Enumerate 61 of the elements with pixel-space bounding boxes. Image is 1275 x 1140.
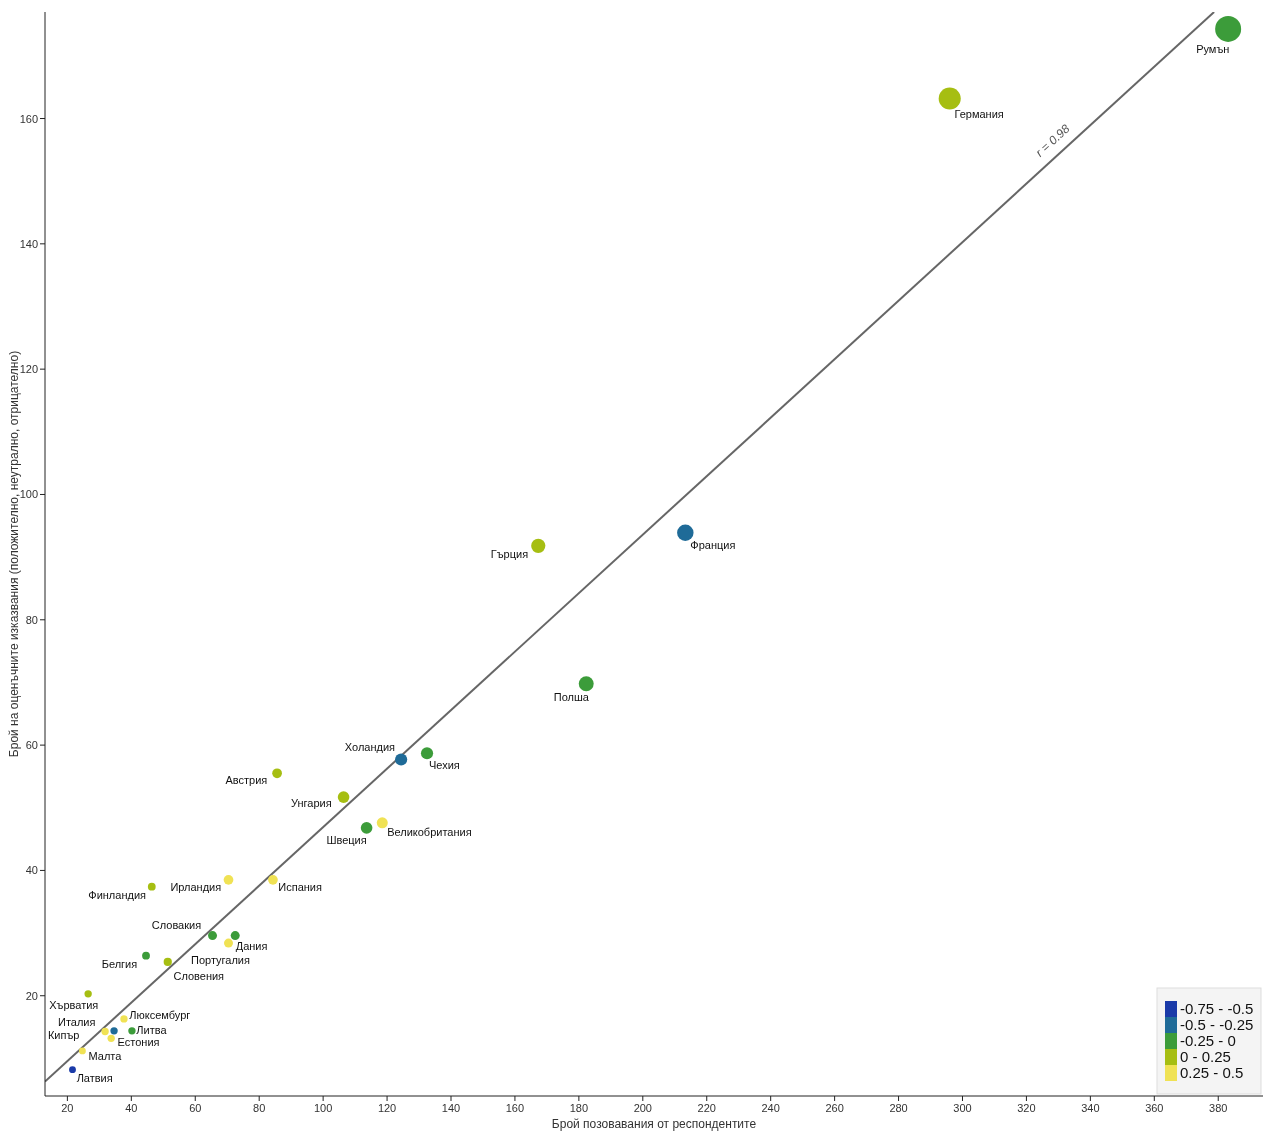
x-tick-label: 160 <box>505 1102 525 1114</box>
annotation: Дания <box>235 940 268 953</box>
x-tick-label: 60 <box>189 1102 202 1114</box>
annotation: Естония <box>117 1036 160 1049</box>
annotation: Италия <box>58 1015 96 1028</box>
legend-label: 0 - 0.25 <box>1180 1048 1231 1065</box>
annotation: Франция <box>690 539 736 552</box>
x-tick-label: 140 <box>441 1102 461 1114</box>
x-tick-label: 180 <box>569 1102 589 1114</box>
x-tick-label: 40 <box>125 1102 138 1114</box>
y-tick-label: 100 <box>19 488 38 501</box>
annotation: Полша <box>553 691 590 704</box>
annotation: Португалия <box>191 953 251 966</box>
y-axis-title: Брой на оценъчните изказвания (положително, неутрално, отрицателно) <box>7 350 21 758</box>
annotation: Испания <box>278 880 322 893</box>
annotation: Латвия <box>76 1072 113 1085</box>
x-tick-label: 320 <box>1017 1102 1036 1114</box>
x-tick-label: 20 <box>61 1102 74 1114</box>
x-tick-label: 380 <box>1209 1102 1228 1114</box>
annotation: Финландия <box>88 888 147 901</box>
legend-label: 0.25 - 0.5 <box>1180 1064 1244 1081</box>
x-tick-label: 340 <box>1081 1102 1100 1114</box>
x-tick-label: 300 <box>953 1102 972 1114</box>
annotation: Малта <box>88 1049 123 1062</box>
legend-label: -0.75 - -0.5 <box>1180 1000 1254 1017</box>
annotation: Чехия <box>428 759 460 772</box>
y-tick-label: 160 <box>19 112 38 125</box>
annotation: Белгия <box>101 957 138 970</box>
annotation: Словакия <box>151 919 202 932</box>
y-tick-label: 80 <box>25 613 38 626</box>
annotation: Литва <box>136 1024 168 1037</box>
y-tick-label: 60 <box>25 739 38 752</box>
annotation: Словения <box>173 969 225 982</box>
x-tick-label: 280 <box>889 1102 908 1114</box>
annotation: Холандия <box>344 741 396 754</box>
annotation: Великобритания <box>387 826 472 839</box>
x-tick-label: 360 <box>1145 1102 1164 1114</box>
annotation: Унгария <box>290 797 332 810</box>
y-tick-label: 120 <box>19 363 38 376</box>
x-tick-label: 220 <box>697 1102 716 1114</box>
legend-label: -0.5 - -0.25 <box>1180 1016 1254 1033</box>
y-tick-label: 140 <box>19 237 38 250</box>
x-axis-title: Брой позовавания от респондентите <box>551 1117 757 1131</box>
annotation: Хърватия <box>49 999 99 1012</box>
x-tick-label: 120 <box>377 1102 397 1114</box>
x-tick-label: 260 <box>825 1102 844 1114</box>
annotation: Кипър <box>47 1029 80 1042</box>
legend-label: -0.25 - 0 <box>1180 1032 1236 1049</box>
annotation: Австрия <box>225 774 268 787</box>
annotation: Германия <box>954 108 1004 121</box>
y-tick-label: 20 <box>25 989 38 1002</box>
y-tick-label: 40 <box>25 864 38 877</box>
x-tick-label: 80 <box>253 1102 266 1114</box>
x-tick-label: 100 <box>313 1102 333 1114</box>
annotation: Гърция <box>490 547 529 560</box>
annotation: Швеция <box>326 834 367 847</box>
x-tick-label: 240 <box>761 1102 780 1114</box>
annotation: Ирландия <box>170 880 222 893</box>
annotation: Люксембург <box>129 1009 191 1022</box>
x-tick-label: 200 <box>633 1102 652 1114</box>
annotation: Румън <box>1196 42 1230 55</box>
